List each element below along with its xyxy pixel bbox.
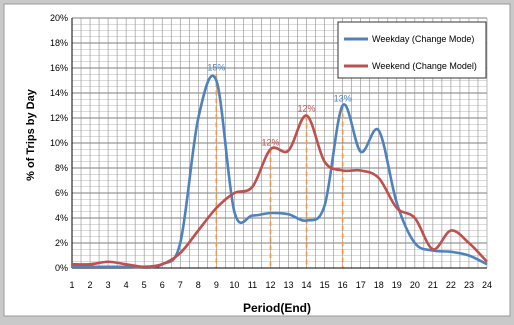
data-labels: 15% 12% 12% 13% xyxy=(207,62,351,147)
data-label: 15% xyxy=(207,62,225,72)
x-tick-label: 4 xyxy=(124,280,129,290)
x-tick-label: 18 xyxy=(374,280,384,290)
x-tick-label: 5 xyxy=(142,280,147,290)
x-tick-label: 22 xyxy=(446,280,456,290)
x-tick-label: 10 xyxy=(229,280,239,290)
y-tick-label: 12% xyxy=(50,113,68,123)
y-tick-label: 20% xyxy=(50,13,68,23)
y-tick-label: 18% xyxy=(50,38,68,48)
y-tick-label: 2% xyxy=(55,238,68,248)
x-tick-label: 3 xyxy=(106,280,111,290)
y-tick-label: 4% xyxy=(55,213,68,223)
reference-lines xyxy=(215,74,344,268)
x-tick-label: 6 xyxy=(160,280,165,290)
x-tick-label: 21 xyxy=(428,280,438,290)
x-tick-label: 24 xyxy=(482,280,492,290)
data-label: 13% xyxy=(334,94,352,104)
x-tick-label: 12 xyxy=(265,280,275,290)
x-tick-label: 20 xyxy=(410,280,420,290)
x-tick-label: 14 xyxy=(302,280,312,290)
legend-label-weekend: Weekend (Change Model) xyxy=(372,61,477,71)
y-tick-label: 0% xyxy=(55,263,68,273)
y-tick-label: 6% xyxy=(55,188,68,198)
x-tick-label: 2 xyxy=(88,280,93,290)
x-tick-label: 13 xyxy=(284,280,294,290)
data-label: 12% xyxy=(298,104,316,114)
x-tick-label: 23 xyxy=(464,280,474,290)
y-tick-label: 10% xyxy=(50,138,68,148)
x-tick-label: 11 xyxy=(248,280,257,290)
x-tick-label: 19 xyxy=(392,280,402,290)
y-tick-label: 8% xyxy=(55,163,68,173)
tick-labels: 0%2%4%6%8%10%12%14%16%18%20%1 2 3 4 5 6 7 8 9 10 1… xyxy=(50,13,492,290)
x-tick-label: 16 xyxy=(338,280,348,290)
x-axis-label: Period(End) xyxy=(243,301,311,315)
series-lines xyxy=(71,74,488,269)
x-tick-label: 9 xyxy=(214,280,219,290)
legend: Weekday (Change Mode) Weekend (Change Mo… xyxy=(337,21,487,79)
x-tick-label: 17 xyxy=(356,280,366,290)
y-tick-label: 16% xyxy=(50,63,68,73)
series-line-weekend xyxy=(71,114,488,269)
x-tick-label: 1 xyxy=(69,280,74,290)
x-tick-label: 7 xyxy=(178,280,183,290)
legend-label-weekday: Weekday (Change Mode) xyxy=(372,34,474,44)
legend-box xyxy=(337,21,487,79)
y-axis-label: % of Trips by Day xyxy=(25,88,37,181)
data-label: 12% xyxy=(261,137,279,147)
x-tick-label: 8 xyxy=(196,280,201,290)
y-tick-label: 14% xyxy=(50,88,68,98)
x-tick-label: 15 xyxy=(320,280,330,290)
